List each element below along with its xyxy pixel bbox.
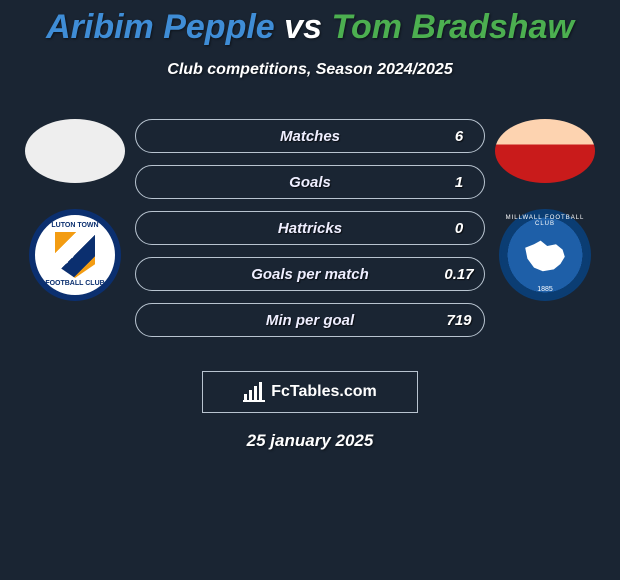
stat-label: Goals (186, 174, 434, 191)
player2-photo (495, 119, 595, 183)
millwall-lion-icon (523, 237, 567, 273)
footer-brand-badge[interactable]: FcTables.com (202, 371, 418, 413)
comparison-content: LUTON TOWN FOOTBALL CLUB Matches 6 Goals… (0, 119, 620, 337)
millwall-text-top: MILLWALL FOOTBALL CLUB (501, 215, 589, 227)
bar-chart-icon (243, 382, 265, 402)
stats-column: Matches 6 Goals 1 Hattricks 0 Goals per … (135, 119, 485, 337)
stat-row-min-per-goal: Min per goal 719 (135, 303, 485, 337)
left-side: LUTON TOWN FOOTBALL CLUB (15, 119, 135, 301)
stat-row-hattricks: Hattricks 0 (135, 211, 485, 245)
stat-right-value: 6 (434, 128, 484, 145)
luton-text-top: LUTON TOWN (45, 222, 104, 230)
stat-label: Goals per match (186, 266, 434, 283)
stat-row-goals-per-match: Goals per match 0.17 (135, 257, 485, 291)
player2-club-badge: MILLWALL FOOTBALL CLUB 1885 (499, 209, 591, 301)
player1-name: Aribim Pepple (46, 8, 275, 46)
page-title: Aribim Pepple vs Tom Bradshaw (0, 0, 620, 47)
stat-right-value: 1 (434, 174, 484, 191)
player1-photo (25, 119, 125, 183)
date-label: 25 january 2025 (0, 431, 620, 451)
right-side: MILLWALL FOOTBALL CLUB 1885 (485, 119, 605, 301)
luton-text-bot: FOOTBALL CLUB (45, 280, 104, 288)
stat-row-goals: Goals 1 (135, 165, 485, 199)
stat-right-value: 0 (434, 220, 484, 237)
stat-right-value: 719 (434, 312, 484, 329)
millwall-year: 1885 (501, 286, 589, 293)
player1-club-badge: LUTON TOWN FOOTBALL CLUB (29, 209, 121, 301)
stat-right-value: 0.17 (434, 266, 484, 283)
luton-shield-icon (55, 232, 95, 278)
stat-label: Hattricks (186, 220, 434, 237)
subtitle: Club competitions, Season 2024/2025 (0, 61, 620, 79)
stat-row-matches: Matches 6 (135, 119, 485, 153)
stat-label: Matches (186, 128, 434, 145)
luton-badge-content: LUTON TOWN FOOTBALL CLUB (45, 222, 104, 287)
vs-label: vs (284, 8, 322, 46)
player2-name: Tom Bradshaw (331, 8, 573, 46)
footer-brand-text: FcTables.com (271, 383, 377, 401)
stat-label: Min per goal (186, 312, 434, 329)
